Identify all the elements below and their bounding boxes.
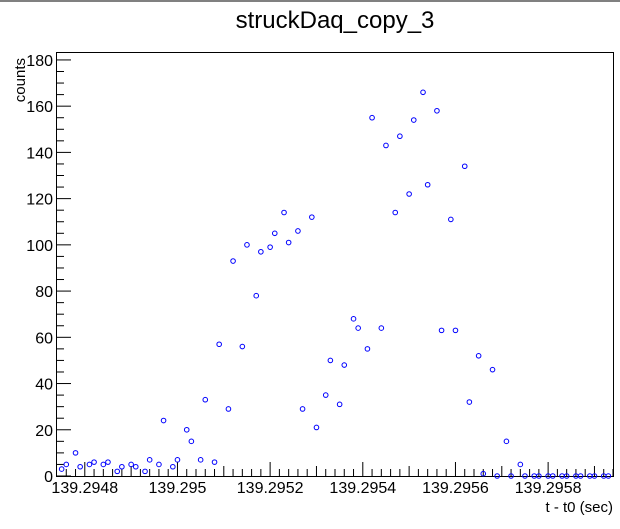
data-point xyxy=(410,117,417,123)
x-tick-label: 139.2954 xyxy=(329,480,396,497)
y-tick-label: 80 xyxy=(35,284,53,301)
x-tick-label: 139.295 xyxy=(149,480,207,497)
data-points xyxy=(58,89,612,479)
y-tick-label: 140 xyxy=(26,145,53,162)
data-point xyxy=(503,438,510,445)
data-point xyxy=(77,463,83,470)
data-point xyxy=(406,191,412,197)
y-tick-label: 60 xyxy=(35,330,53,347)
chart-title: struckDaq_copy_3 xyxy=(236,7,435,34)
data-point xyxy=(216,341,222,348)
data-point xyxy=(536,473,542,479)
data-point xyxy=(378,325,385,331)
data-point xyxy=(244,242,250,248)
plot-frame xyxy=(56,52,614,477)
data-point xyxy=(466,399,473,405)
y-axis-title: counts xyxy=(12,58,29,102)
data-point xyxy=(605,473,612,479)
data-point xyxy=(392,209,399,216)
data-point xyxy=(156,461,162,468)
data-point xyxy=(86,461,93,468)
data-point xyxy=(170,463,176,470)
data-point xyxy=(434,107,440,114)
data-point xyxy=(225,406,232,412)
y-tick-label: 120 xyxy=(26,192,53,209)
data-point xyxy=(271,230,278,237)
data-point xyxy=(183,426,190,433)
data-point xyxy=(563,473,570,479)
data-point xyxy=(327,357,334,364)
data-point xyxy=(452,327,459,334)
data-point xyxy=(160,417,167,424)
data-point xyxy=(114,468,121,475)
data-point xyxy=(424,181,431,188)
data-point xyxy=(489,366,496,373)
data-point xyxy=(322,392,329,398)
data-point xyxy=(285,239,292,246)
y-tick-label: 100 xyxy=(26,238,53,255)
data-point xyxy=(480,470,487,477)
data-point xyxy=(448,216,454,223)
data-point xyxy=(132,463,139,470)
x-tick-label: 139.2952 xyxy=(237,480,304,497)
data-point xyxy=(369,114,375,121)
data-point xyxy=(197,457,204,463)
data-point xyxy=(258,248,264,255)
y-tick-label: 20 xyxy=(35,423,53,440)
data-point xyxy=(119,463,125,470)
y-axis: 0 20 40 60 80 100 120 140 160 180 xyxy=(26,53,71,486)
x-tick-label: 139.2958 xyxy=(515,480,582,497)
data-point xyxy=(230,258,236,264)
data-point xyxy=(438,327,445,334)
y-tick-label: 160 xyxy=(26,99,53,116)
data-point xyxy=(549,473,556,479)
data-point xyxy=(188,438,195,445)
data-point xyxy=(309,214,315,220)
data-point xyxy=(72,450,79,456)
data-point xyxy=(336,401,343,408)
data-point xyxy=(211,459,218,465)
data-point xyxy=(364,346,371,352)
y-tick-label: 180 xyxy=(26,53,53,70)
data-point xyxy=(295,228,301,234)
data-point xyxy=(253,292,260,299)
data-point xyxy=(202,396,209,403)
data-point xyxy=(281,209,287,216)
data-point xyxy=(341,362,348,368)
x-tick-label: 139.2956 xyxy=(422,480,489,497)
data-point xyxy=(128,461,134,468)
data-point xyxy=(461,163,468,170)
data-point xyxy=(591,473,598,479)
data-point xyxy=(383,142,389,149)
data-point xyxy=(146,457,153,463)
data-point xyxy=(522,473,528,479)
data-point xyxy=(174,457,181,463)
data-point xyxy=(494,473,500,479)
data-point xyxy=(100,461,107,468)
data-point xyxy=(355,325,361,331)
data-point xyxy=(267,244,273,250)
data-point xyxy=(350,316,357,322)
x-axis-title: t - t0 (sec) xyxy=(545,499,613,516)
data-point xyxy=(517,461,524,468)
x-tick-label: 139.2948 xyxy=(51,480,118,497)
y-tick-label: 0 xyxy=(44,469,53,486)
data-point xyxy=(508,473,514,479)
data-point xyxy=(105,459,111,465)
data-point xyxy=(142,468,148,475)
data-point xyxy=(91,459,97,465)
x-axis: 139.2948 139.295 139.2952 139.2954 139.2956 1… xyxy=(51,462,614,497)
data-point xyxy=(397,133,403,140)
data-point xyxy=(239,343,246,350)
data-point xyxy=(63,461,70,468)
data-point xyxy=(420,89,426,96)
y-tick-label: 40 xyxy=(35,377,53,394)
data-point xyxy=(313,424,320,431)
data-point xyxy=(577,473,584,479)
data-point xyxy=(475,353,482,359)
data-point xyxy=(299,406,306,412)
data-point xyxy=(58,466,65,472)
